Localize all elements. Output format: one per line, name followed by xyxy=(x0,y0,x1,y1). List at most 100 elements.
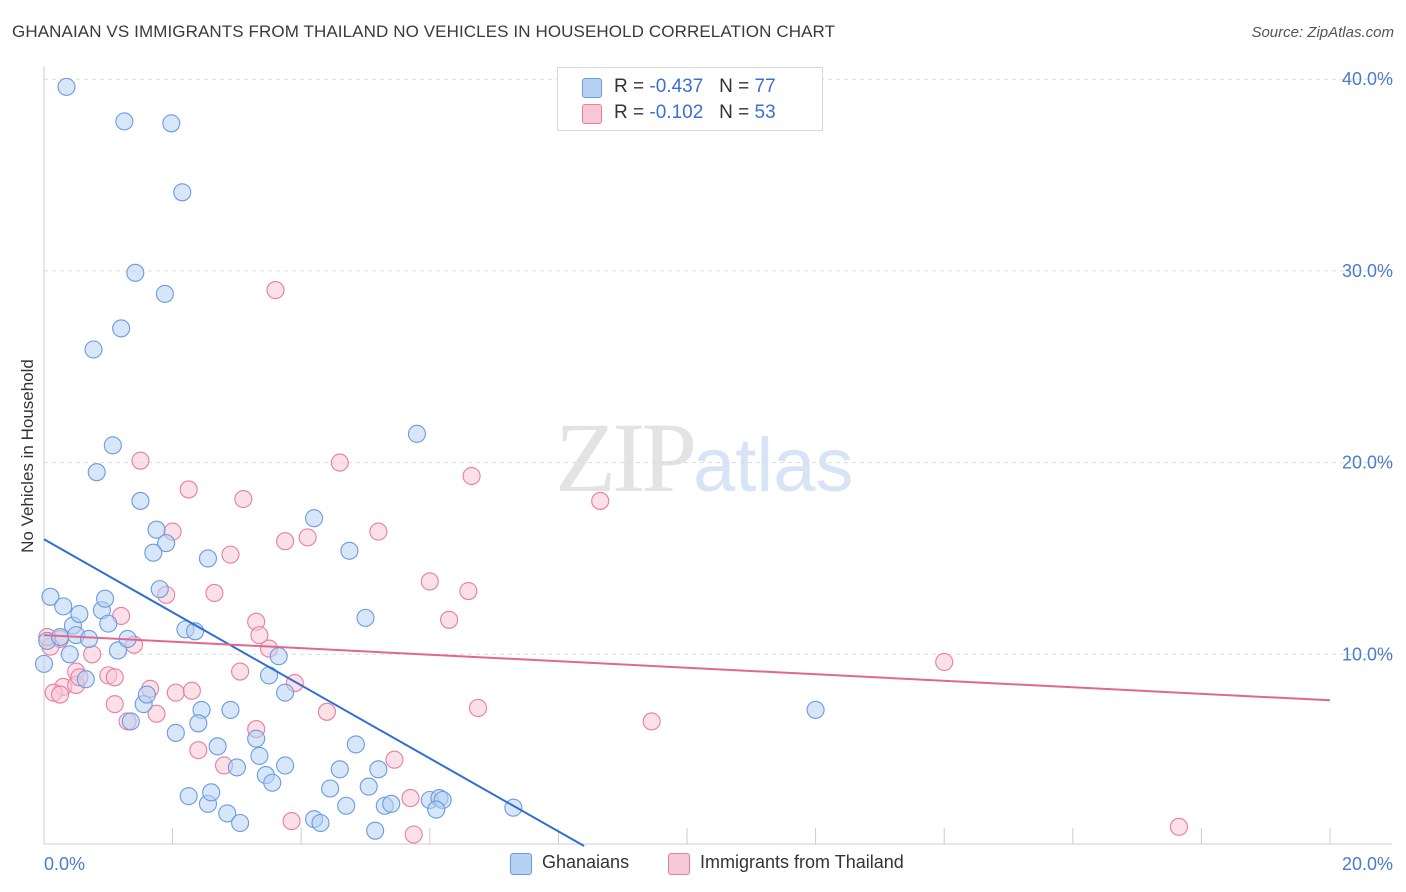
thailand-point xyxy=(298,528,317,547)
thailand-point xyxy=(459,581,478,601)
thailand-point xyxy=(147,704,166,723)
thailand-point xyxy=(642,712,661,731)
legend-n-label: N = xyxy=(719,76,750,97)
ghanaian-point xyxy=(330,760,349,779)
thailand-point xyxy=(276,532,295,551)
chart-title: GHANAIAN VS IMMIGRANTS FROM THAILAND NO … xyxy=(12,22,836,41)
y-tick-label: 10.0% xyxy=(1342,644,1393,664)
x-tick-label: 20.0% xyxy=(1342,854,1393,874)
thailand-point xyxy=(266,281,285,300)
ghanaian-point xyxy=(340,541,359,560)
thailand-point xyxy=(401,789,420,808)
thailand-point xyxy=(51,685,70,704)
thailand-point xyxy=(385,750,404,769)
thailand-point xyxy=(205,583,224,603)
ghanaian-point xyxy=(34,654,54,673)
ghanaian-point xyxy=(263,773,282,792)
thailand-point xyxy=(317,702,336,721)
legend-r-value: -0.437 xyxy=(649,76,704,97)
watermark-atlas: atlas xyxy=(693,423,854,508)
thailand-point xyxy=(468,698,488,718)
ghanaian-point xyxy=(382,794,401,813)
ghanaian-point xyxy=(41,587,60,606)
ghanaian-point xyxy=(166,723,185,742)
ghanaian-point xyxy=(346,735,365,754)
bottom-legend-label: Ghanaians xyxy=(542,852,630,872)
thailand-point xyxy=(234,489,253,509)
thailand-point xyxy=(131,451,150,470)
thailand-point xyxy=(440,610,459,629)
ghanaian-point xyxy=(137,685,156,704)
ghanaian-point xyxy=(337,796,356,815)
ghanaian-point xyxy=(87,463,106,482)
x-tick-label: 0.0% xyxy=(44,854,85,874)
thailand-point xyxy=(83,645,102,664)
thailand-point xyxy=(1169,817,1188,836)
thailand-point xyxy=(420,572,439,591)
thailand-point xyxy=(250,626,269,645)
thailand-point xyxy=(369,522,388,541)
ghanaian-point xyxy=(311,813,330,833)
ghanaian-point xyxy=(269,647,288,666)
ghanaian-point xyxy=(321,779,340,798)
correlation-legend: R = -0.437 N = 77 R = -0.102 N = 53 xyxy=(557,67,823,131)
bottom-legend-swatch-thailand xyxy=(668,853,690,875)
ghanaian-point xyxy=(231,813,250,833)
ghanaian-point xyxy=(54,597,73,616)
thailand-point xyxy=(105,668,124,687)
ghanaian-points xyxy=(34,77,825,840)
thailand-trend-line xyxy=(43,634,1331,702)
thailand-point xyxy=(166,683,185,702)
ghanaian-point xyxy=(208,737,227,756)
tick-labels: 10.0% 20.0% 30.0% 40.0% 0.0% 20.0% xyxy=(44,69,1393,874)
ghanaian-trend-line xyxy=(43,538,585,847)
ghanaian-point xyxy=(76,670,95,689)
ghanaian-point xyxy=(112,319,131,338)
ghanaian-point xyxy=(150,580,169,599)
ghanaian-point xyxy=(79,629,99,649)
thailand-point xyxy=(330,453,349,472)
ghanaian-point xyxy=(126,263,145,282)
source-label: Source: ZipAtlas.com xyxy=(1251,24,1394,41)
ghanaian-point xyxy=(173,183,192,202)
ghanaian-point xyxy=(227,758,246,777)
ghanaian-point xyxy=(247,729,266,748)
ghanaian-point xyxy=(147,520,166,539)
ghanaian-point xyxy=(806,700,825,719)
ghanaian-point xyxy=(369,760,388,779)
ghanaian-point xyxy=(189,714,208,733)
ghanaian-point xyxy=(198,549,218,568)
ghanaian-point xyxy=(57,77,76,96)
ghanaian-point xyxy=(366,821,385,840)
ghanaian-point xyxy=(218,804,237,823)
ghanaian-point xyxy=(84,340,103,359)
ghanaian-point xyxy=(70,604,89,624)
ghanaian-point xyxy=(99,614,118,633)
ghanaian-point xyxy=(179,787,198,806)
ghanaian-point xyxy=(115,112,134,131)
ghanaian-point xyxy=(250,746,269,765)
ghanaian-point xyxy=(121,712,140,731)
thailand-point xyxy=(462,466,481,486)
watermark: ZIPatlas xyxy=(555,400,854,515)
legend-r-label: R = xyxy=(614,76,645,97)
ghanaian-point xyxy=(144,543,163,562)
ghanaian-point xyxy=(103,436,122,455)
ghanaian-point xyxy=(96,589,115,608)
legend-swatch-thailand xyxy=(582,104,602,124)
legend-r-label: R = xyxy=(614,102,645,123)
ghanaian-point xyxy=(157,534,176,553)
ghanaian-point xyxy=(276,683,295,702)
legend-n-value: 53 xyxy=(754,102,776,123)
bottom-legend-label: Immigrants from Thailand xyxy=(700,852,904,872)
thailand-point xyxy=(591,491,610,510)
ghanaian-point xyxy=(60,645,79,664)
bottom-legend-swatch-ghanaians xyxy=(510,853,532,875)
legend-swatch-ghanaians xyxy=(582,78,602,98)
legend-n-value: 77 xyxy=(754,76,776,97)
thailand-point xyxy=(935,652,954,672)
legend-n-label: N = xyxy=(719,102,750,123)
thailand-point xyxy=(221,545,240,564)
ghanaian-point xyxy=(407,424,426,443)
